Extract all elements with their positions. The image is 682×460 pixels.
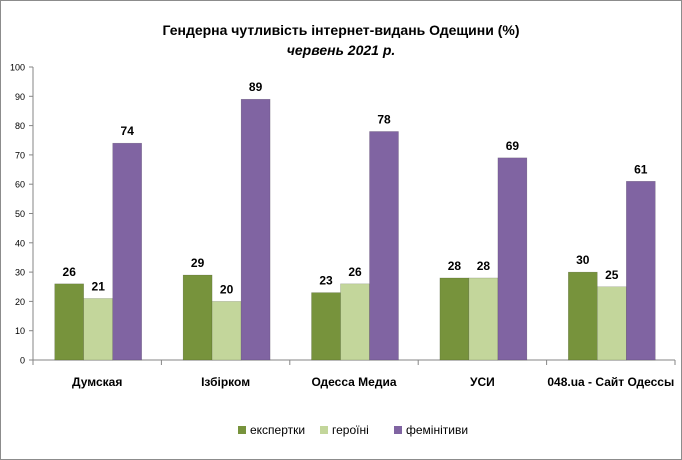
bar (626, 181, 656, 361)
bar (340, 283, 370, 361)
bar (83, 298, 113, 361)
data-label: 69 (506, 139, 520, 153)
bar (369, 131, 399, 361)
legend-swatch (320, 426, 328, 434)
y-tick-label: 70 (15, 150, 25, 160)
data-label: 61 (634, 162, 648, 176)
data-label: 20 (220, 282, 234, 296)
chart-title: Гендерна чутливість інтернет-видань Одещ… (162, 22, 520, 38)
x-tick-label: УСИ (470, 375, 495, 389)
y-tick-label: 50 (15, 209, 25, 219)
bar (240, 98, 271, 361)
bars (54, 98, 656, 361)
data-label: 23 (319, 274, 333, 288)
x-tick-label: Одесса Медиа (311, 375, 396, 389)
x-tick-label: Ізбірком (201, 375, 250, 389)
bar (568, 271, 598, 361)
y-tick-label: 80 (15, 121, 25, 131)
data-label: 21 (92, 279, 106, 293)
data-label: 78 (377, 112, 391, 126)
x-tick-label: 048.ua - Сайт Одессы (547, 375, 674, 389)
data-labels: 26 21 74 29 20 89 23 26 78 28 28 69 30 25 61 (63, 80, 648, 296)
bar (439, 277, 470, 361)
data-label: 25 (605, 268, 619, 282)
data-label: 28 (448, 259, 462, 273)
data-label: 89 (249, 80, 263, 94)
y-tick-label: 40 (15, 238, 25, 248)
data-label: 29 (191, 256, 205, 270)
x-tick-label: Думская (72, 375, 122, 389)
bar (182, 274, 213, 361)
bar (54, 283, 84, 361)
data-label: 74 (121, 124, 135, 138)
y-tick-label: 90 (15, 92, 25, 102)
y-tick-label: 30 (15, 268, 25, 278)
bar (211, 301, 242, 361)
y-tick-label: 100 (10, 63, 25, 73)
legend-label: героїні (332, 423, 369, 437)
bar (468, 277, 499, 361)
data-label: 28 (477, 259, 491, 273)
legend-label: експертки (250, 423, 305, 437)
y-tick-label: 0 (20, 356, 25, 366)
legend: експертки героїні фемінітиви (238, 423, 468, 437)
y-tick-label: 10 (15, 326, 25, 336)
y-tick-label: 60 (15, 180, 25, 190)
data-label: 26 (348, 265, 362, 279)
data-label: 30 (576, 253, 590, 267)
y-tick-label: 20 (15, 297, 25, 307)
bar (597, 286, 627, 361)
legend-label: фемінітиви (406, 423, 468, 437)
bar (112, 142, 142, 361)
legend-swatch (238, 426, 246, 434)
data-label: 26 (63, 265, 77, 279)
axes: 0 10 20 30 40 50 60 70 80 90 100 Думская Ізбірком Оде… (10, 63, 676, 389)
bar (497, 157, 528, 361)
chart-subtitle: червень 2021 р. (286, 42, 396, 58)
legend-swatch (394, 426, 402, 434)
bar (311, 292, 341, 361)
